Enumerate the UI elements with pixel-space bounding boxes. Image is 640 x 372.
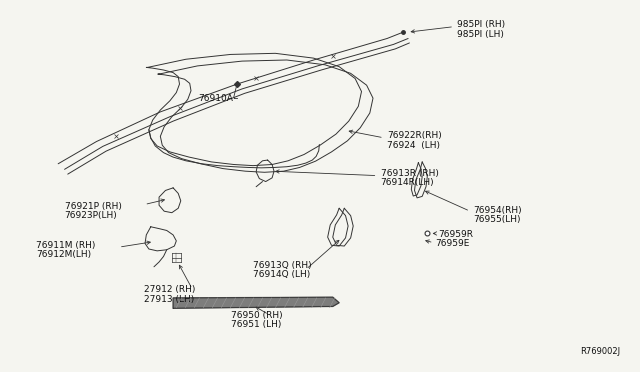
Text: 76922R(RH): 76922R(RH) [387, 131, 442, 141]
Text: 76923P(LH): 76923P(LH) [65, 211, 117, 220]
Text: 985PI (RH): 985PI (RH) [458, 20, 506, 29]
Text: 76914R(LH): 76914R(LH) [381, 178, 435, 187]
Text: R769002J: R769002J [580, 347, 620, 356]
Text: 76913Q (RH): 76913Q (RH) [253, 261, 312, 270]
Text: 76924  (LH): 76924 (LH) [387, 141, 440, 150]
Text: 985PI (LH): 985PI (LH) [458, 29, 504, 39]
Text: 76913R (RH): 76913R (RH) [381, 169, 438, 177]
Text: 76914Q (LH): 76914Q (LH) [253, 270, 310, 279]
Text: 76955(LH): 76955(LH) [473, 215, 521, 224]
Text: 76954(RH): 76954(RH) [473, 206, 522, 215]
Text: 76911M (RH): 76911M (RH) [36, 241, 95, 250]
Text: 76912M(LH): 76912M(LH) [36, 250, 91, 259]
Text: 76959E: 76959E [435, 239, 469, 248]
Text: 27913 (LH): 27913 (LH) [145, 295, 195, 304]
Text: 76921P (RH): 76921P (RH) [65, 202, 122, 211]
Text: 76959R: 76959R [438, 230, 473, 239]
Text: 76950 (RH): 76950 (RH) [230, 311, 282, 320]
Polygon shape [173, 297, 339, 308]
Text: 76910A: 76910A [198, 94, 234, 103]
Text: 27912 (RH): 27912 (RH) [145, 285, 196, 294]
Text: 76951 (LH): 76951 (LH) [230, 321, 281, 330]
